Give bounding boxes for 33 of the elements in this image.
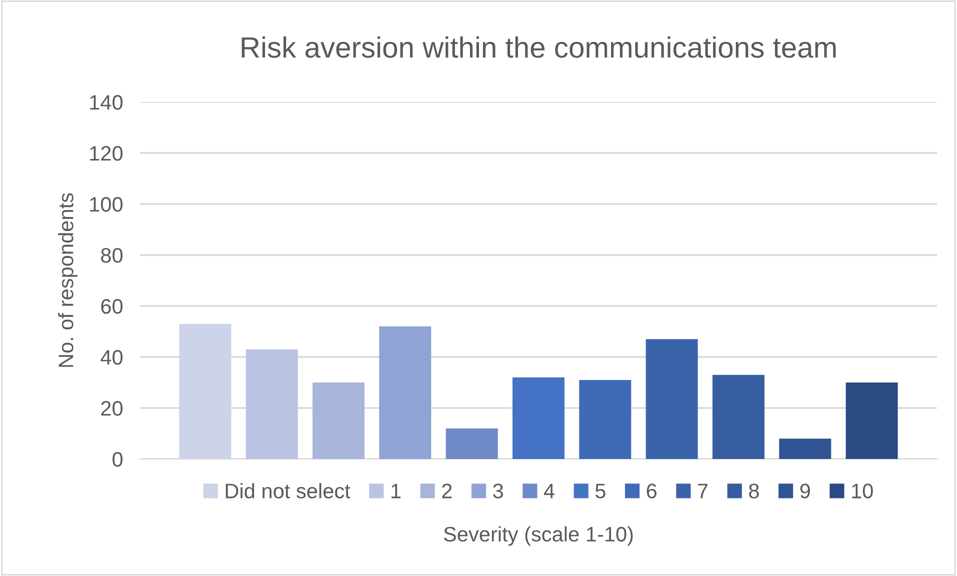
bar [446,428,498,459]
x-axis-title: Severity (scale 1-10) [444,526,633,546]
bar [312,382,365,459]
y-tick-label: 20 [101,401,123,416]
legend-label: 9 [800,484,810,498]
legend-label: 2 [442,484,452,498]
bar [379,326,432,459]
bar [646,339,698,459]
bar [846,382,898,459]
y-tick-label: 0 [112,452,123,467]
chart-title: Risk aversion within the communications team [242,36,836,58]
bar [179,324,232,459]
legend-label: Did not select [226,483,350,498]
y-tick-label: 100 [90,197,123,212]
legend-label: 1 [392,484,401,498]
y-tick-label: 120 [90,146,123,161]
legend-label: 4 [544,484,554,498]
bar [779,438,832,459]
bar [712,374,764,459]
bar [579,380,632,459]
legend-label: 5 [595,484,606,498]
y-tick-label: 140 [90,95,123,110]
legend-label: 8 [749,484,759,498]
legend-label: 3 [493,484,503,498]
legend-label: 10 [852,484,873,498]
y-tick-label: 40 [100,350,123,365]
legend-label: 6 [646,484,656,498]
y-tick-label: 80 [101,248,123,263]
bar [512,377,564,459]
bar [246,349,298,459]
y-tick-label: 60 [101,299,123,314]
y-axis-title: No. of respondents [58,193,78,367]
legend-label: 7 [698,484,708,498]
